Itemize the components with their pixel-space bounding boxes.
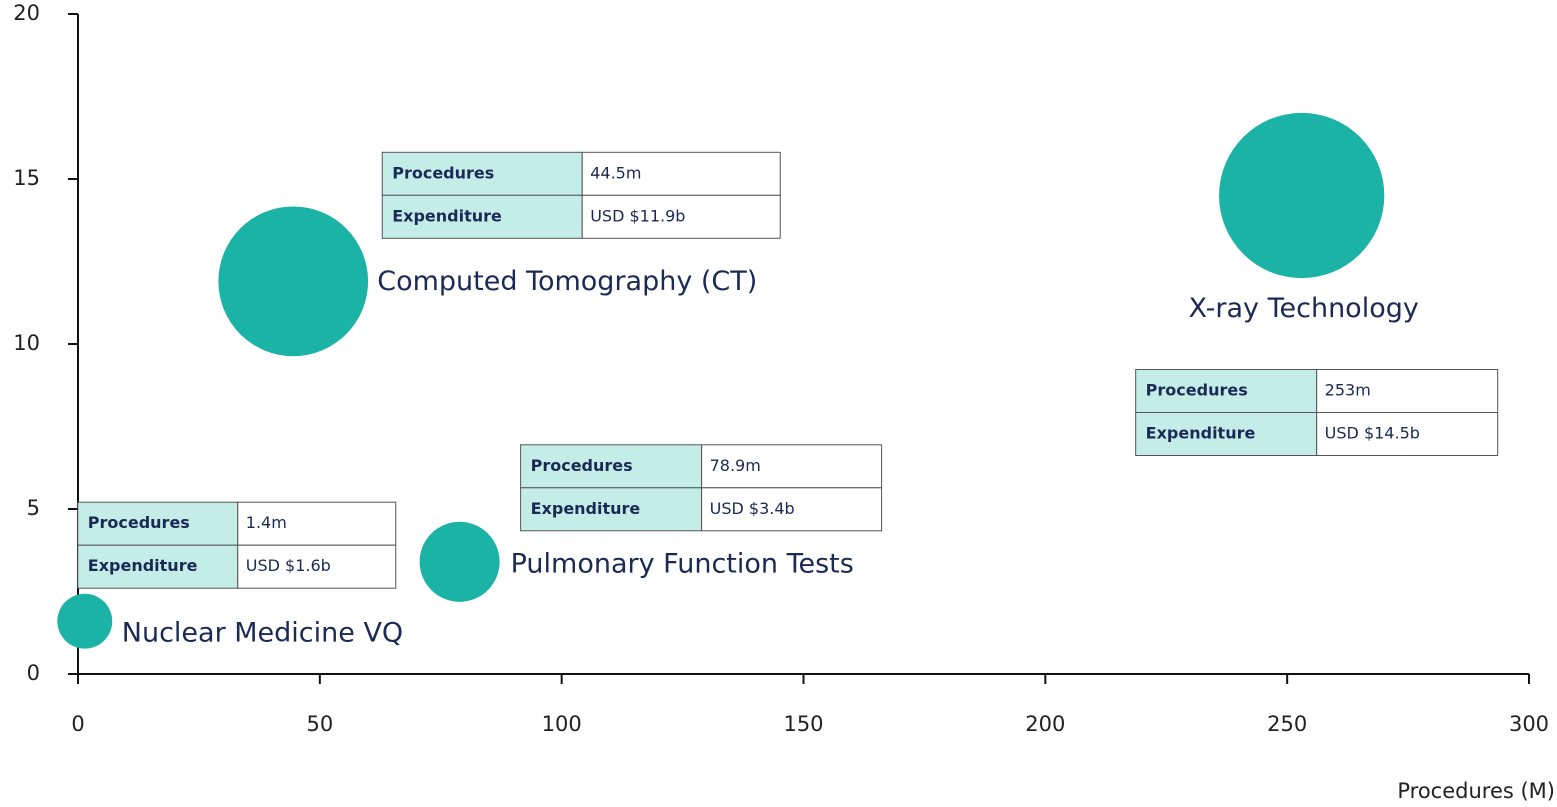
table-header-cell — [1135, 412, 1318, 456]
bubble — [419, 521, 500, 602]
table-value-cell — [701, 487, 883, 532]
table-value: USD $3.4b — [710, 499, 795, 518]
bubble-label: Pulmonary Function Tests — [511, 548, 854, 579]
table-value: USD $14.5b — [1325, 424, 1420, 443]
table-value-cell — [701, 444, 883, 489]
y-tick-label: 5 — [27, 496, 40, 520]
table-value: 44.5m — [590, 163, 641, 182]
table-value: 1.4m — [246, 513, 287, 532]
x-tick-label: 50 — [306, 712, 333, 736]
bubble — [57, 593, 113, 649]
table-value: 253m — [1325, 381, 1371, 400]
table-header: Expenditure — [88, 556, 198, 575]
table-header: Procedures — [88, 513, 190, 532]
table-value: 78.9m — [710, 456, 761, 475]
table-header-cell — [520, 487, 703, 532]
x-tick-label: 150 — [783, 712, 823, 736]
table-value: USD $11.9b — [590, 206, 685, 225]
table-value-cell — [581, 194, 781, 239]
table-header: Procedures — [1146, 381, 1248, 400]
y-tick-label: 0 — [27, 661, 40, 685]
table-header-cell — [77, 544, 239, 589]
table-header: Expenditure — [531, 499, 641, 518]
bubble-label: X-ray Technology — [1189, 293, 1419, 324]
x-tick-label: 250 — [1267, 712, 1307, 736]
bubble-label: Computed Tomography (CT) — [377, 266, 757, 297]
table-header: Procedures — [392, 163, 494, 182]
y-tick-label: 15 — [13, 166, 40, 190]
bubble — [1219, 112, 1385, 279]
table-value-cell — [237, 544, 397, 589]
table-header-cell — [381, 151, 583, 196]
table-header: Procedures — [531, 456, 633, 475]
table-header: Expenditure — [1146, 424, 1256, 443]
bubble-label: Nuclear Medicine VQ — [122, 618, 403, 649]
table-value-cell — [237, 501, 397, 546]
x-tick-label: 0 — [71, 712, 84, 736]
x-axis-title: Procedures (M) — [1397, 779, 1555, 803]
table-value-cell — [1316, 412, 1499, 456]
table-value: USD $1.6b — [246, 556, 331, 575]
bubble — [218, 206, 369, 357]
y-tick-label: 10 — [13, 331, 40, 355]
table-value-cell — [581, 151, 781, 196]
y-tick-label: 20 — [13, 1, 40, 25]
x-tick-label: 300 — [1509, 712, 1549, 736]
x-tick-label: 200 — [1025, 712, 1065, 736]
x-tick-label: 100 — [542, 712, 582, 736]
table-header: Expenditure — [392, 206, 502, 225]
table-header-cell — [381, 194, 583, 239]
